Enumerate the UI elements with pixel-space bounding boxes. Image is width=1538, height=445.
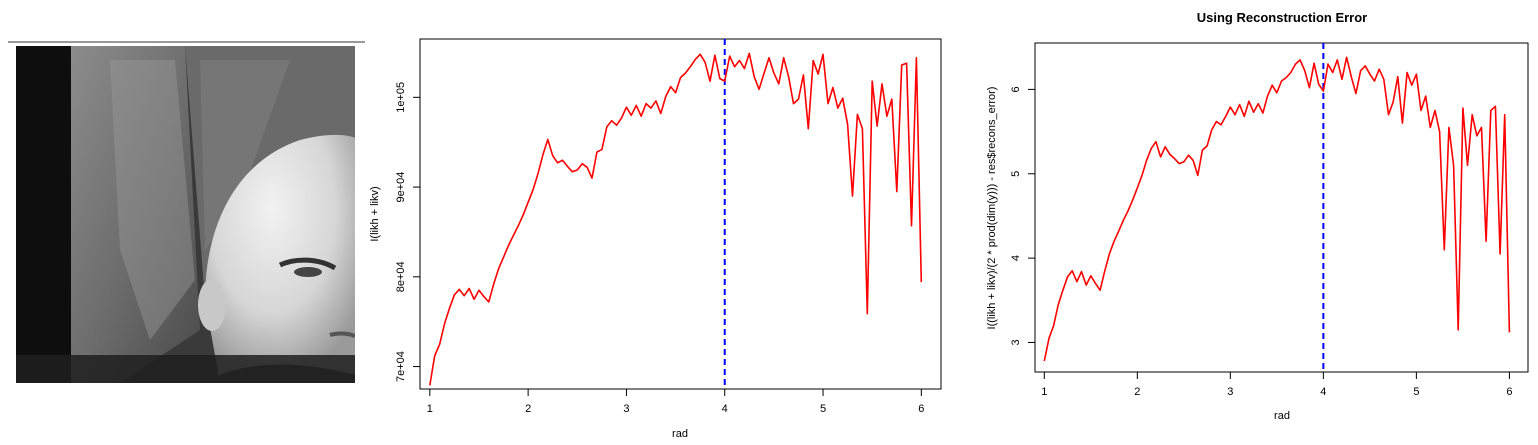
chart-1-x-axis-label: rad <box>672 428 688 440</box>
chart-2-y-tick-label: 5 <box>1010 171 1022 177</box>
chart-2-y-ticks: 3 4 5 6 <box>1010 86 1035 346</box>
chart-2-x-tick-label: 3 <box>1227 386 1233 398</box>
chart-2-y-axis-label: I((likh + likv)/(2 * prod(dim(y))) - res… <box>986 87 998 330</box>
chart-2-y-tick-label: 4 <box>1010 255 1022 261</box>
chart-1-y-ticks: 7e+04 8e+04 9e+04 1e+05 <box>395 82 420 382</box>
chart-1-y-tick-label: 9e+04 <box>395 172 407 203</box>
chart-2-y-tick-label: 6 <box>1010 86 1022 92</box>
chart-2: Using Reconstruction Error 1 2 3 4 5 6 3 4 5 6 r… <box>986 10 1529 422</box>
chart-1-y-tick-label: 8e+04 <box>395 261 407 292</box>
chart-2-y-tick-label: 3 <box>1010 339 1022 345</box>
chart-2-x-tick-label: 1 <box>1041 386 1047 398</box>
chart-1-y-axis-label: I(likh + likv) <box>369 186 381 241</box>
chart-2-x-tick-label: 5 <box>1413 386 1419 398</box>
chart-2-x-tick-label: 6 <box>1506 386 1512 398</box>
chart-2-plot-box <box>1034 42 1529 373</box>
chart-1: 1 2 3 4 5 6 7e+04 8e+04 9e+04 1e+05 rad I(likh +… <box>369 38 942 440</box>
chart-1-x-tick-label: 4 <box>722 403 728 415</box>
chart-1-plot-box <box>419 38 942 390</box>
chart-2-x-tick-label: 4 <box>1320 386 1326 398</box>
chart-1-y-tick-label: 7e+04 <box>395 351 407 382</box>
chart-2-title: Using Reconstruction Error <box>1197 10 1367 25</box>
chart-1-x-tick-label: 3 <box>623 403 629 415</box>
chart-1-x-tick-label: 1 <box>427 403 433 415</box>
chart-2-x-axis-label: rad <box>1274 410 1290 422</box>
chart-1-series-line <box>429 52 923 386</box>
chart-1-x-tick-label: 6 <box>918 403 924 415</box>
chart-1-x-tick-label: 2 <box>525 403 531 415</box>
chart-1-y-tick-label: 1e+05 <box>395 82 407 113</box>
chart-1-x-tick-label: 5 <box>820 403 826 415</box>
chart-1-x-ticks: 1 2 3 4 5 6 <box>427 389 924 415</box>
chart-2-x-tick-label: 2 <box>1134 386 1140 398</box>
face-image-panel <box>8 41 365 383</box>
chart-2-series-line <box>1043 56 1511 362</box>
chart-2-x-ticks: 1 2 3 4 5 6 <box>1041 372 1512 398</box>
